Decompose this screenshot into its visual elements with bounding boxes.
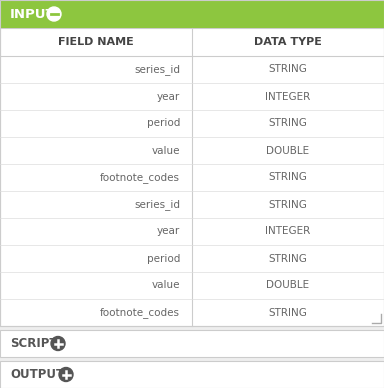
Text: footnote_codes: footnote_codes — [100, 307, 180, 318]
Text: period: period — [147, 118, 180, 128]
Text: value: value — [152, 281, 180, 291]
Text: series_id: series_id — [134, 199, 180, 210]
Circle shape — [51, 336, 65, 350]
Circle shape — [59, 367, 73, 381]
Text: DOUBLE: DOUBLE — [266, 281, 310, 291]
Text: year: year — [157, 227, 180, 237]
Text: STRING: STRING — [268, 118, 308, 128]
Text: STRING: STRING — [268, 199, 308, 210]
Bar — [0, 0, 384, 326]
Text: series_id: series_id — [134, 64, 180, 75]
Text: year: year — [157, 92, 180, 102]
Text: INTEGER: INTEGER — [265, 227, 311, 237]
Bar — [0, 330, 384, 357]
Text: STRING: STRING — [268, 173, 308, 182]
Text: FIELD NAME: FIELD NAME — [58, 37, 134, 47]
Bar — [0, 28, 384, 326]
Text: INTEGER: INTEGER — [265, 92, 311, 102]
Text: period: period — [147, 253, 180, 263]
Bar — [0, 361, 384, 388]
Text: STRING: STRING — [268, 308, 308, 317]
Text: DATA TYPE: DATA TYPE — [254, 37, 322, 47]
Text: footnote_codes: footnote_codes — [100, 172, 180, 183]
Text: SCRIPT: SCRIPT — [10, 337, 58, 350]
Text: value: value — [152, 146, 180, 156]
Text: STRING: STRING — [268, 64, 308, 74]
Text: DOUBLE: DOUBLE — [266, 146, 310, 156]
Text: STRING: STRING — [268, 253, 308, 263]
Text: INPUT: INPUT — [10, 7, 56, 21]
Text: OUTPUT: OUTPUT — [10, 368, 64, 381]
Circle shape — [47, 7, 61, 21]
Bar — [0, 0, 384, 28]
